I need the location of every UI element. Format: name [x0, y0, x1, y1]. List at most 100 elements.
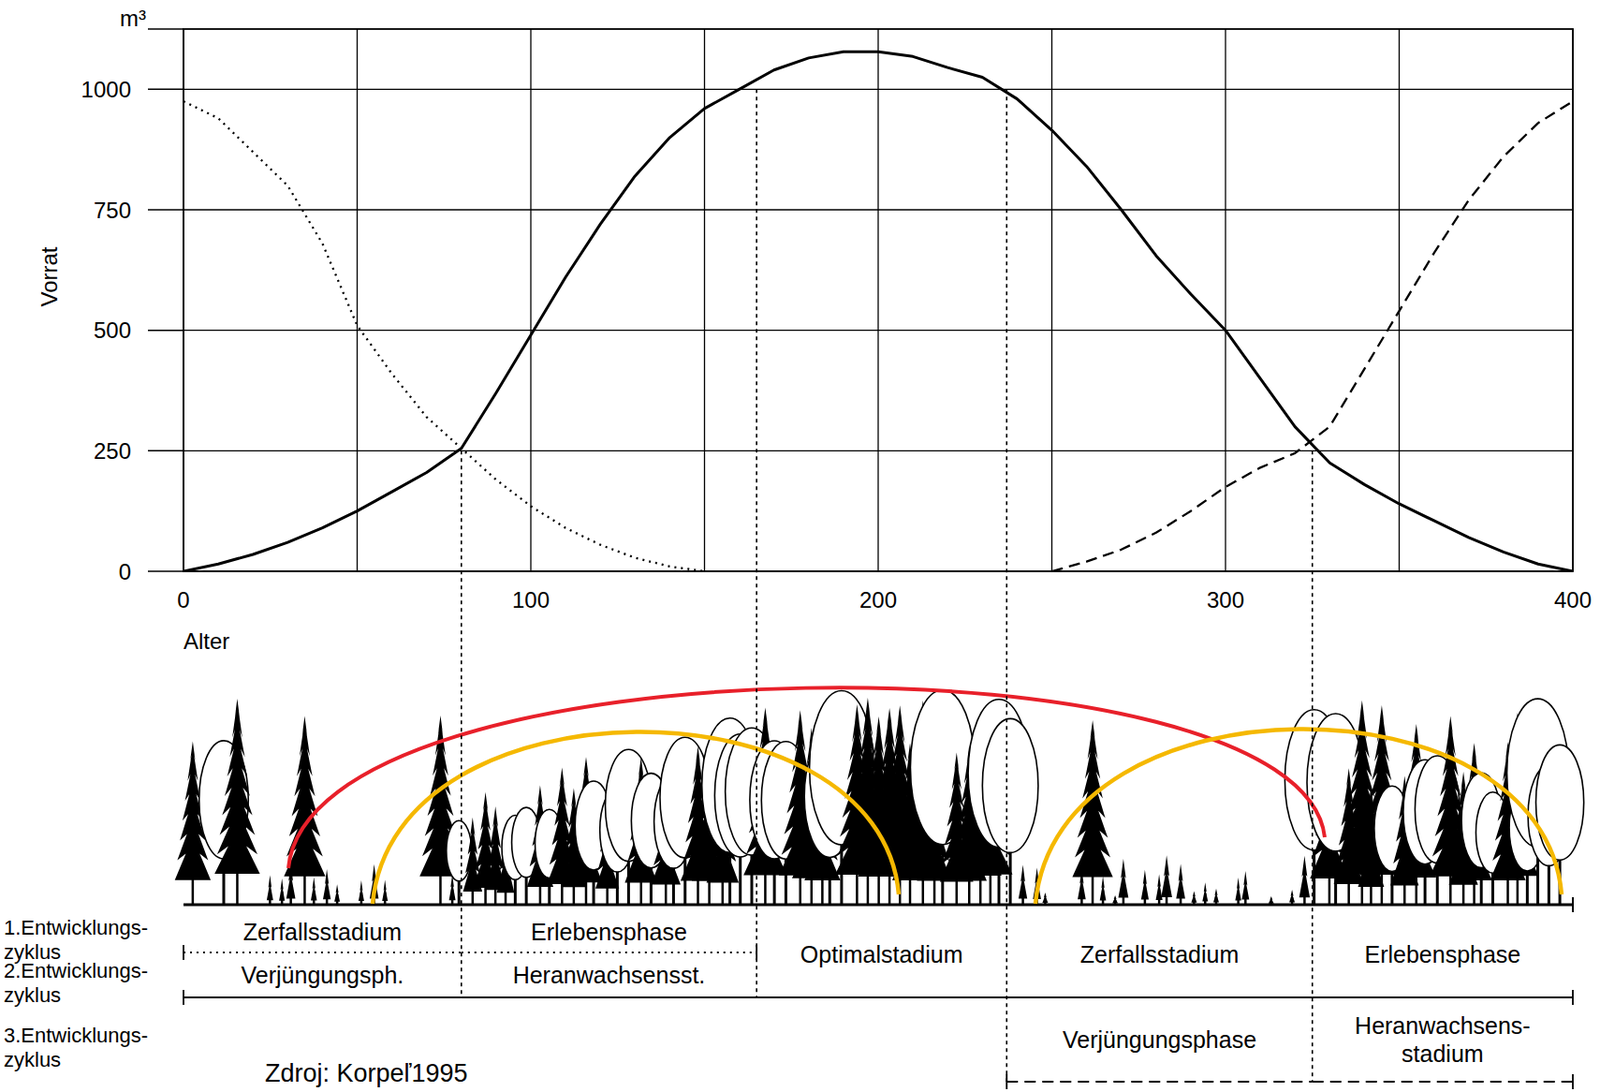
curve-dotted: [183, 101, 705, 572]
chart: 025050075010000100200300400Alterm³Vorrat…: [0, 0, 1600, 1092]
x-grid-line: [877, 29, 879, 572]
x-axis-title: Alter: [183, 628, 230, 654]
conifer: [1018, 865, 1028, 899]
conifer: [381, 880, 388, 902]
cycle-line: [756, 996, 1007, 999]
y-unit: m³: [119, 5, 147, 31]
stage-label: Heranwachsens-stadium: [1354, 1012, 1531, 1067]
y-tick-label: 750: [93, 197, 132, 223]
text-line: 2.Entwicklungs-: [3, 958, 148, 983]
stage-label: Erlebensphase: [530, 918, 688, 945]
x-minor-grid-line: [356, 29, 358, 572]
conifer: [1289, 889, 1295, 903]
cycle-end: [182, 944, 185, 960]
curves: [183, 51, 1573, 572]
y-tick-label: 1000: [81, 76, 132, 103]
cycle-label: 2.Entwicklungs-zyklus: [3, 958, 148, 1007]
stage-boundary: [460, 450, 463, 998]
x-grid-line: [1224, 29, 1226, 572]
conifer: [1213, 888, 1219, 903]
y-tick: [147, 329, 184, 332]
x-tick-label: 200: [859, 587, 897, 613]
y-grid-line: [183, 450, 1573, 452]
arc-red: [288, 687, 1325, 868]
grid: [183, 29, 1573, 572]
conifer: [266, 874, 274, 900]
arc-yellow: [372, 731, 899, 904]
x-minor-grid-line: [1051, 29, 1053, 572]
cycle-end: [1571, 1073, 1574, 1089]
ground-end: [1571, 896, 1574, 912]
axis-top-mark: [147, 28, 184, 30]
stage-label: Erlebensphase: [1364, 940, 1521, 968]
conifer: [1241, 870, 1249, 900]
stage-boundary: [755, 88, 758, 998]
conifer: [1112, 895, 1118, 904]
y-tick-label: 250: [93, 438, 132, 464]
ground-line: [183, 903, 1573, 907]
y-grid-line: [183, 329, 1573, 331]
tree-crown: [1536, 744, 1585, 860]
y-tick-label: 0: [118, 558, 132, 585]
x-minor-grid-line: [1398, 29, 1400, 572]
tree-crown: [982, 718, 1039, 852]
cycle-end: [1571, 989, 1574, 1005]
conifer: [334, 883, 340, 901]
text-line: stadium: [1401, 1040, 1484, 1067]
forest-illustration: [175, 689, 1585, 905]
conifer: [1042, 892, 1048, 903]
y-grid-line: [183, 88, 1573, 90]
cycle-label: 1.Entwicklungs-zyklus: [3, 914, 148, 963]
conifer: [1299, 855, 1310, 897]
stage-boundary: [1311, 450, 1314, 1082]
conifer: [1100, 875, 1107, 900]
stage-label: Verjüngungsph.: [241, 961, 405, 988]
conifer: [1160, 854, 1173, 897]
x-tick-label: 300: [1206, 587, 1245, 613]
conifer: [310, 876, 318, 900]
conifer: [214, 698, 260, 874]
cycle-line: [1312, 1080, 1573, 1083]
stage-label: Optimalstadium: [800, 940, 964, 968]
cycle-end: [182, 989, 185, 1005]
conifer: [1190, 890, 1197, 902]
text-line: zyklus: [3, 1047, 61, 1072]
cycle-line: [1312, 996, 1573, 999]
conifer: [358, 880, 365, 901]
curve-solid: [183, 51, 1573, 572]
conifer: [1268, 895, 1275, 904]
text-line: 3.Entwicklungs-: [3, 1023, 148, 1047]
cycle-label: 3.Entwicklungs-zyklus: [3, 1023, 148, 1072]
stage-label: Zerfallsstadium: [1080, 940, 1240, 968]
arc-yellow: [1035, 728, 1562, 904]
cycle-line: [183, 951, 462, 954]
y-tick: [147, 450, 184, 453]
source: Zdroj: Korpeľ1995: [264, 1058, 469, 1087]
plot-frame: [183, 29, 1573, 572]
stage-label: Zerfallsstadium: [243, 918, 403, 945]
conifer: [1141, 869, 1149, 900]
tree-crown: [446, 820, 472, 881]
stage-boundary: [1005, 88, 1008, 1082]
y-tick: [147, 88, 184, 91]
cycle-line: [461, 996, 757, 999]
conifer: [1234, 877, 1241, 901]
text-line: Heranwachsens-: [1354, 1012, 1531, 1039]
y-tick: [147, 208, 184, 211]
y-tick: [147, 570, 184, 573]
stage-label: Verjüngungsphase: [1062, 1026, 1257, 1053]
conifer: [1118, 858, 1130, 898]
conifer: [1071, 719, 1113, 878]
x-tick-label: 100: [512, 587, 550, 613]
text-line: 1.Entwicklungs-: [3, 914, 148, 939]
text-line: zyklus: [3, 983, 61, 1007]
y-grid-line: [183, 208, 1573, 210]
conifer: [1175, 864, 1186, 899]
x-tick-label: 0: [176, 587, 190, 613]
curve-dashed: [1052, 101, 1574, 572]
x-grid-line: [529, 29, 531, 572]
y-tick-label: 500: [93, 317, 132, 343]
conifer: [278, 878, 285, 901]
cycle-line: [1006, 996, 1312, 999]
cycle-line: [183, 996, 462, 999]
